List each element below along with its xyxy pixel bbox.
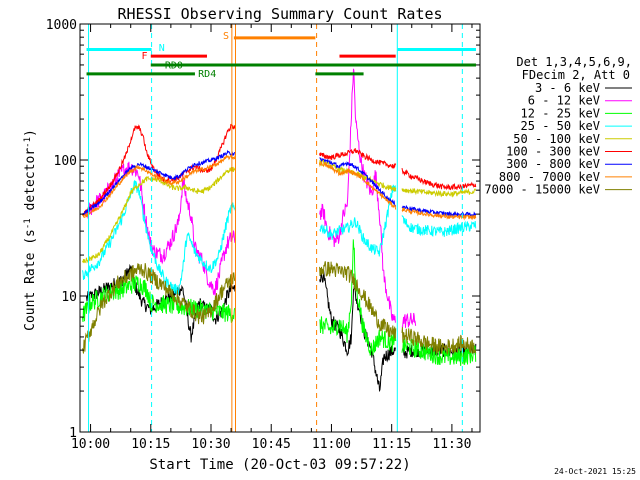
legend-label-7: 800 - 7000 keV (499, 170, 600, 184)
x-tick-label-4: 11:00 (312, 437, 351, 452)
series-line-7 (82, 154, 477, 221)
state-label-4: S (223, 31, 229, 42)
y-axis-label: Count Rate (s-1 detector-1) (23, 129, 38, 331)
legend: Det 1,3,4,5,6,9, FDecim 2, Att 0 3 - 6 k… (484, 55, 632, 197)
legend-label-1: 6 - 12 keV (528, 94, 600, 108)
y-tick-label-2: 100 (54, 154, 77, 169)
vline-layer (88, 24, 463, 432)
y-axis-label-sup1: -1 (23, 218, 33, 229)
legend-label-2: 12 - 25 keV (521, 106, 600, 120)
state-label-0: N (159, 43, 165, 54)
legend-header-2: FDecim 2, Att 0 (522, 68, 630, 82)
series-line-6 (82, 149, 477, 218)
legend-label-3: 25 - 50 keV (521, 119, 600, 133)
x-tick-label-2: 10:30 (191, 437, 230, 452)
annotation-layer: NF RD0 RD4 S (86, 31, 476, 80)
x-tick-label-3: 10:45 (252, 437, 291, 452)
series-line-8 (82, 261, 477, 355)
y-tick-label-0: 1 (69, 426, 77, 441)
axis-layer: 10:00 10:15 10:30 10:45 11:00 11:15 11:30 1 10 10… (46, 18, 481, 452)
series-line-5 (82, 123, 477, 217)
state-label-1: F (142, 51, 148, 62)
plot-frame (79, 23, 481, 433)
legend-header-1: Det 1,3,4,5,6,9, (516, 55, 632, 69)
legend-label-8: 7000 - 15000 keV (484, 183, 600, 197)
series-line-2 (82, 239, 477, 366)
x-tick-label-5: 11:15 (372, 437, 411, 452)
y-axis-label-sup2: -1 (23, 137, 33, 148)
x-tick-label-0: 10:00 (71, 437, 110, 452)
x-tick-label-6: 11:30 (432, 437, 471, 452)
legend-label-0: 3 - 6 keV (535, 81, 600, 95)
series-line-3 (82, 179, 477, 295)
legend-label-4: 50 - 100 keV (513, 132, 600, 146)
state-label-3: RD4 (198, 69, 216, 80)
y-axis-label-end: ) (23, 129, 38, 137)
y-axis-label-main: Count Rate (s (23, 229, 38, 331)
state-label-2: RD0 (165, 60, 183, 71)
x-axis-label: Start Time (20-Oct-03 09:57:22) (149, 457, 410, 473)
series-line-4 (82, 159, 477, 264)
y-tick-label-3: 1000 (46, 18, 77, 33)
legend-label-6: 300 - 800 keV (506, 157, 600, 171)
chart-title: RHESSI Observing Summary Count Rates (117, 5, 442, 23)
y-axis-label-mid: detector (23, 148, 38, 219)
x-tick-label-1: 10:15 (131, 437, 170, 452)
timestamp: 24-Oct-2021 15:25 (554, 467, 636, 476)
legend-label-5: 100 - 300 keV (506, 145, 600, 159)
series-layer (82, 68, 477, 393)
y-tick-label-1: 10 (61, 290, 77, 305)
